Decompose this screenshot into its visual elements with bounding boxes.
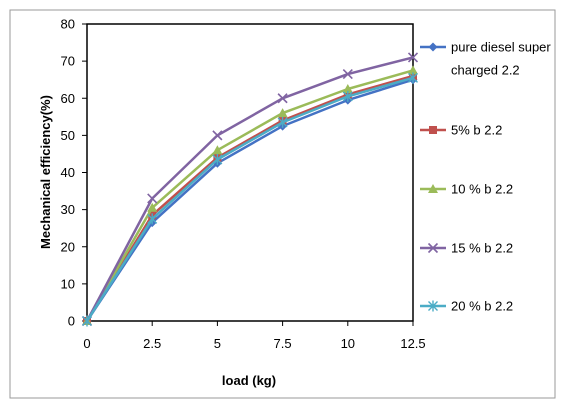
data-point: [212, 154, 223, 166]
data-point: [277, 116, 288, 128]
data-point: [147, 202, 158, 212]
data-point: [147, 193, 158, 204]
x-tick-label: 7.5: [274, 336, 292, 351]
series-line-4: [85, 56, 414, 322]
legend-label: 20 % b 2.2: [451, 299, 513, 314]
legend-label: pure diesel super: [451, 40, 551, 55]
legend-label: 15 % b 2.2: [451, 241, 513, 256]
data-point: [277, 93, 288, 104]
data-point: [342, 90, 353, 102]
series-line-5: [85, 76, 414, 322]
x-axis: 0 2.5 5 7.5 10 12.5: [83, 321, 426, 351]
legend-marker: [428, 42, 438, 52]
series-line-2: [85, 74, 414, 322]
data-point: [408, 72, 418, 84]
data-point: [147, 213, 158, 225]
y-axis: 0 10 20 30 40 50 60 70 80: [61, 17, 87, 329]
legend-marker: [428, 300, 438, 312]
y-tick-label: 50: [61, 128, 75, 143]
series-layer: [81, 52, 419, 327]
x-tick-label: 5: [214, 336, 221, 351]
y-tick-label: 40: [61, 165, 75, 180]
legend-marker: [428, 184, 438, 193]
data-point: [277, 108, 288, 118]
data-point: [212, 130, 223, 141]
legend-marker: [427, 242, 439, 254]
x-tick-label: 2.5: [143, 336, 161, 351]
x-tick-label: 12.5: [400, 336, 425, 351]
legend-label: 5% b 2.2: [451, 123, 502, 138]
y-tick-label: 30: [61, 202, 75, 217]
y-tick-label: 60: [61, 91, 75, 106]
y-axis-title: Mechanical efficiency(%): [38, 95, 53, 249]
x-tick-label: 0: [83, 336, 90, 351]
legend-label: 10 % b 2.2: [451, 182, 513, 197]
series-line-1: [85, 78, 414, 322]
y-tick-label: 20: [61, 239, 75, 254]
data-point: [82, 315, 92, 327]
data-point: [342, 83, 353, 93]
series-line-3: [85, 69, 414, 322]
y-tick-label: 10: [61, 276, 75, 291]
data-point: [408, 65, 418, 75]
data-point: [212, 145, 223, 155]
y-tick-label: 0: [68, 314, 75, 329]
y-tick-label: 80: [61, 17, 75, 32]
x-axis-title: load (kg): [222, 373, 276, 388]
data-point: [342, 69, 353, 80]
data-point: [407, 52, 419, 63]
y-tick-label: 70: [61, 54, 75, 69]
legend-label: charged 2.2: [451, 63, 520, 78]
x-tick-label: 10: [341, 336, 355, 351]
legend: pure diesel super charged 2.2 5% b 2.2 10 %…: [420, 40, 551, 314]
plot-area: [86, 23, 414, 322]
legend-marker: [429, 126, 437, 134]
